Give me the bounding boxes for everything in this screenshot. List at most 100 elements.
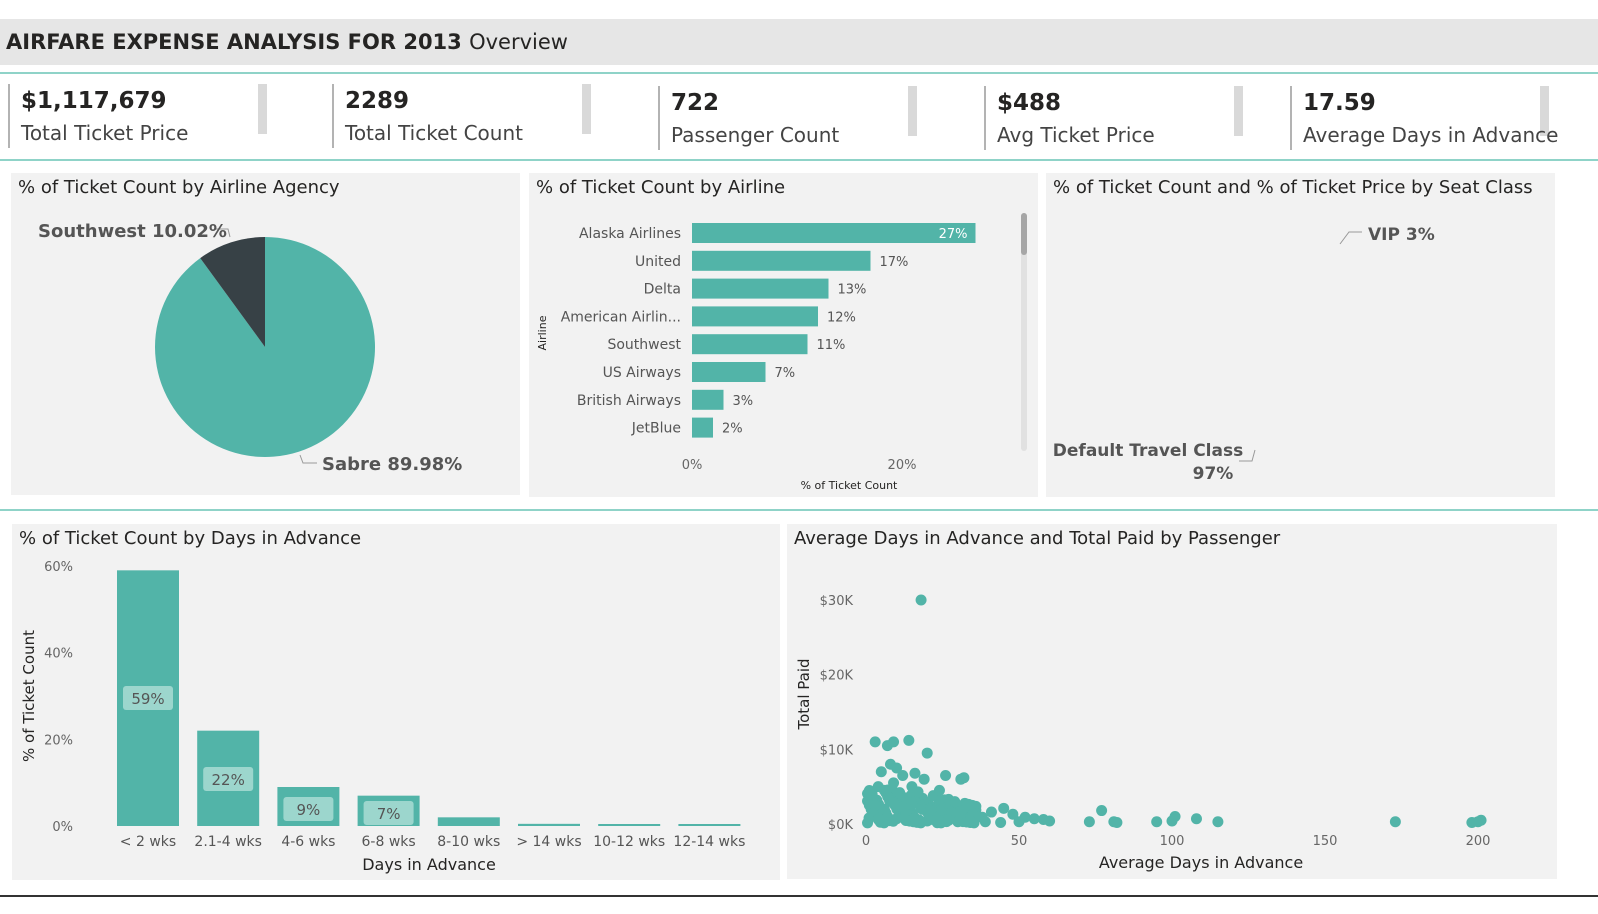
scatter-point (891, 762, 903, 774)
y-tick-label: British Airways (577, 393, 681, 409)
scatter-point (1151, 816, 1163, 828)
scatter-point (979, 816, 991, 828)
chart-title: Average Days in Advance and Total Paid b… (794, 528, 1281, 549)
scatter-point (949, 796, 961, 808)
kpi-card-total-ticket-price: $1,117,679 Total Ticket Price (8, 84, 270, 150)
chart-title: % of Ticket Count by Days in Advance (19, 528, 362, 549)
bar-5 (518, 823, 580, 826)
bar-chart-days-in-advance: 0% 20% 40% 60% < 2 wks 59% 2.1-4 wks 22% 4-6 wks… (20, 560, 745, 874)
scatter-point (891, 813, 903, 825)
bar-4 (437, 817, 500, 826)
chart-title: % of Ticket Count by Airline Agency (18, 177, 340, 198)
pie-label-southwest: Southwest 10.02% (38, 221, 227, 242)
kpi-value: 17.59 (1303, 90, 1376, 116)
scatter-point (1111, 817, 1123, 829)
bottom-border (0, 895, 1598, 897)
kpi-card-right-bar (1234, 86, 1243, 136)
scrollbar-thumb[interactable] (1021, 213, 1027, 255)
chart-title: % of Ticket Count and % of Ticket Price … (1053, 177, 1533, 198)
data-label: 17% (880, 255, 909, 270)
kpi-card-right-bar (258, 84, 267, 134)
scatter-point (909, 767, 921, 779)
pie-leader-sabre (299, 454, 317, 464)
scatter-point (1096, 805, 1108, 817)
y-tick-label: $10K (820, 743, 854, 758)
data-label: 59% (131, 690, 164, 708)
kpi-label: Total Ticket Count (345, 121, 523, 145)
x-tick-label: 12-14 wks (673, 834, 745, 850)
y-tick-label: American Airlin... (561, 309, 681, 325)
bar-0 (692, 223, 976, 243)
data-label: 7% (775, 366, 796, 381)
x-tick-label: 10-12 wks (593, 834, 665, 850)
divider-kpi (0, 159, 1598, 161)
x-tick-label: < 2 wks (120, 834, 176, 850)
scatter-chart-passenger: $0K $10K $20K $30K 0 50 100 150 200 Average Days … (795, 594, 1491, 872)
y-tick-label: Delta (644, 282, 681, 298)
donut-label-vip: VIP 3% (1368, 225, 1435, 245)
scrollbar-track[interactable] (1021, 213, 1027, 451)
x-axis-title: Average Days in Advance (1099, 853, 1303, 872)
scatter-point (869, 799, 881, 811)
y-tick-label: 60% (44, 560, 73, 575)
x-tick-label: 0 (862, 834, 870, 849)
scatter-point (985, 806, 997, 818)
y-tick-label: 20% (44, 733, 73, 748)
data-label-bg (283, 797, 334, 821)
kpi-card-accent (984, 86, 986, 150)
panel-ticket-count-by-airline: % of Ticket Count by Airline Alaska Airl… (529, 173, 1038, 497)
bar-6 (598, 824, 661, 826)
x-axis-title: Days in Advance (362, 855, 496, 874)
scatter-point (1169, 811, 1181, 823)
donut-label-default-pct: 97% (1193, 464, 1234, 484)
bar-7 (692, 417, 713, 438)
kpi-card-avg-ticket-price: $488 Avg Ticket Price (984, 86, 1246, 152)
bar-2 (692, 278, 829, 299)
scatter-point (933, 784, 945, 796)
bar-1 (692, 250, 871, 271)
y-tick-label: Southwest (607, 337, 681, 353)
scatter-point (888, 736, 900, 748)
data-label: 27% (939, 227, 968, 242)
scatter-point (940, 769, 952, 781)
scatter-point (1007, 808, 1019, 820)
y-tick-label: $0K (828, 818, 854, 833)
bar-3 (692, 306, 818, 327)
scatter-point (888, 797, 900, 809)
data-label: 12% (827, 310, 856, 325)
scatter-point (921, 747, 933, 759)
scatter-point (1013, 816, 1025, 828)
x-axis-title: % of Ticket Count (801, 479, 898, 492)
y-tick-label: US Airways (603, 365, 681, 381)
scatter-point (875, 766, 887, 778)
y-axis-title: Total Paid (795, 658, 813, 730)
x-tick-label: 50 (1011, 834, 1028, 849)
scatter-point (998, 802, 1010, 814)
panel-seat-class: % of Ticket Count and % of Ticket Price … (1046, 173, 1555, 497)
scatter-point (964, 815, 976, 827)
x-tick-label: 200 (1466, 834, 1491, 849)
y-tick-label: JetBlue (631, 421, 681, 437)
data-label: 9% (297, 801, 321, 819)
data-label: 11% (817, 338, 846, 353)
page-title: AIRFARE EXPENSE ANALYSIS FOR 2013 Overvi… (6, 30, 568, 54)
kpi-card-accent (332, 84, 334, 148)
y-tick-label: $30K (820, 594, 854, 609)
pie-chart-agency: Southwest 10.02% Sabre 89.98% (38, 221, 462, 475)
data-label: 22% (212, 771, 245, 789)
scatter-point (1475, 814, 1487, 826)
scatter-point (1212, 816, 1224, 828)
scatter-point (869, 736, 881, 748)
scatter-point (872, 814, 884, 826)
header-bar: AIRFARE EXPENSE ANALYSIS FOR 2013 Overvi… (0, 19, 1598, 65)
y-axis-title: Airline (536, 315, 549, 350)
scatter-point (897, 802, 909, 814)
report-subtitle: Overview (469, 30, 568, 54)
scatter-point (897, 769, 909, 781)
bar-7 (678, 824, 741, 826)
kpi-value: $1,117,679 (21, 88, 167, 114)
kpi-card-total-ticket-count: 2289 Total Ticket Count (332, 84, 594, 150)
kpi-card-accent (1290, 86, 1292, 150)
panel-ticket-count-by-agency: % of Ticket Count by Airline Agency Sout… (11, 173, 520, 495)
pie-label-sabre: Sabre 89.98% (322, 454, 462, 475)
